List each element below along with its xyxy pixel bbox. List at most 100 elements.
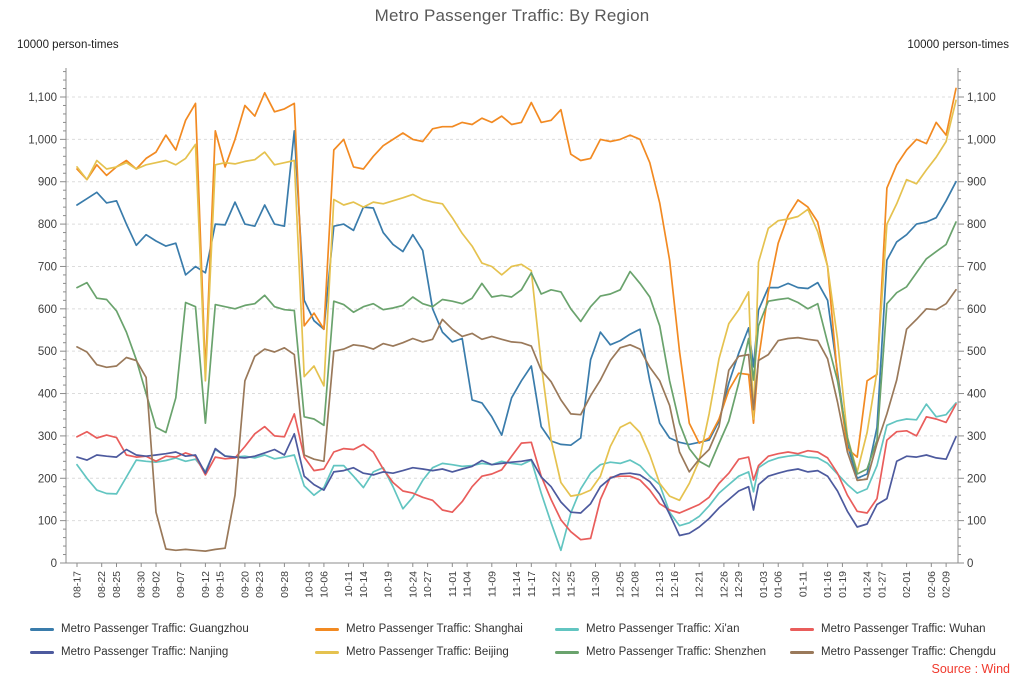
x-tick-label: 10-03 <box>304 571 316 598</box>
legend-label-wuhan: Metro Passenger Traffic: Wuhan <box>821 623 986 635</box>
y-tick-label-right: 300 <box>967 431 986 443</box>
series-line-beijing <box>76 99 957 502</box>
y-tick-label-left: 1,000 <box>28 134 57 146</box>
y-tick-label-right: 700 <box>967 261 986 273</box>
x-tick-label: 08-30 <box>136 571 148 598</box>
x-tick-label: 09-20 <box>239 571 251 598</box>
legend-label-guangzhou: Metro Passenger Traffic: Guangzhou <box>61 623 249 635</box>
legend-label-xian: Metro Passenger Traffic: Xi'an <box>586 623 740 635</box>
series-line-xian <box>76 402 957 552</box>
y-tick-label-left: 300 <box>38 431 57 443</box>
legend-label-chengdu: Metro Passenger Traffic: Chengdu <box>821 646 996 658</box>
y-tick-label-right: 200 <box>967 473 986 485</box>
y-tick-label-left: 500 <box>38 346 57 358</box>
y-tick-label-left: 900 <box>38 177 57 189</box>
x-tick-label: 10-11 <box>343 571 355 597</box>
x-tick-label: 09-28 <box>279 571 291 598</box>
x-tick-label: 01-11 <box>797 571 809 597</box>
legend-swatch-chengdu <box>790 650 814 654</box>
y-axis-unit-left: 10000 person-times <box>17 39 119 51</box>
legend-item-chengdu: Metro Passenger Traffic: Chengdu <box>790 645 996 659</box>
x-tick-label: 02-09 <box>941 571 953 598</box>
y-axis-unit-right: 10000 person-times <box>907 39 1009 51</box>
x-tick-label: 09-12 <box>200 571 212 598</box>
y-tick-label-left: 1,100 <box>28 92 57 104</box>
y-tick-label-right: 0 <box>967 558 973 570</box>
x-tick-label: 11-30 <box>590 571 602 597</box>
legend-swatch-shanghai <box>315 627 339 631</box>
series-line-nanjing <box>76 432 957 537</box>
x-tick-label: 11-25 <box>565 571 577 597</box>
x-tick-label: 01-16 <box>822 571 834 598</box>
x-tick-label: 09-23 <box>254 571 266 598</box>
x-tick-label: 12-29 <box>733 571 745 598</box>
y-tick-label-left: 200 <box>38 473 57 485</box>
chart-title: Metro Passenger Traffic: By Region <box>374 6 650 25</box>
x-tick-label: 11-09 <box>486 571 498 597</box>
x-tick-label: 09-07 <box>175 571 187 598</box>
x-tick-label: 11-17 <box>526 571 538 597</box>
x-tick-label: 10-06 <box>318 571 330 598</box>
y-tick-label-left: 800 <box>38 219 57 231</box>
legend-swatch-nanjing <box>30 650 54 654</box>
source-label: Source : Wind <box>931 662 1010 676</box>
series-line-shenzhen <box>76 221 957 475</box>
x-tick-label: 12-08 <box>630 571 642 598</box>
series-line-guangzhou <box>76 130 957 480</box>
x-tick-label: 01-19 <box>837 571 849 598</box>
x-tick-label: 12-21 <box>694 571 706 598</box>
y-tick-label-right: 100 <box>967 516 986 528</box>
x-tick-label: 09-15 <box>215 571 227 598</box>
legend-item-shenzhen: Metro Passenger Traffic: Shenzhen <box>555 645 766 659</box>
x-tick-label: 01-06 <box>773 571 785 598</box>
legend-swatch-wuhan <box>790 627 814 631</box>
legend-item-guangzhou: Metro Passenger Traffic: Guangzhou <box>30 622 249 636</box>
legend-swatch-xian <box>555 627 579 631</box>
y-tick-label-right: 800 <box>967 219 986 231</box>
x-tick-label: 01-03 <box>758 571 770 598</box>
legend-item-xian: Metro Passenger Traffic: Xi'an <box>555 622 739 636</box>
legend-label-beijing: Metro Passenger Traffic: Beijing <box>346 646 509 658</box>
series-line-wuhan <box>76 403 957 541</box>
legend-label-shenzhen: Metro Passenger Traffic: Shenzhen <box>586 646 767 658</box>
y-tick-label-right: 500 <box>967 346 986 358</box>
x-tick-label: 10-27 <box>422 571 434 598</box>
y-tick-label-left: 100 <box>38 516 57 528</box>
x-tick-label: 01-24 <box>862 571 874 598</box>
x-tick-label: 12-13 <box>654 571 666 598</box>
y-tick-label-left: 700 <box>38 261 57 273</box>
x-tick-label: 11-04 <box>462 571 474 597</box>
x-tick-label: 08-17 <box>72 571 84 598</box>
legend-swatch-shenzhen <box>555 650 579 654</box>
x-tick-label: 09-02 <box>151 571 163 598</box>
series-line-shanghai <box>76 87 957 458</box>
legend-item-wuhan: Metro Passenger Traffic: Wuhan <box>790 622 986 636</box>
x-tick-label: 08-25 <box>111 571 123 598</box>
y-tick-label-right: 400 <box>967 389 986 401</box>
y-tick-label-right: 600 <box>967 304 986 316</box>
x-tick-label: 11-01 <box>447 571 459 597</box>
x-tick-label: 02-01 <box>901 571 913 598</box>
x-tick-label: 10-14 <box>358 571 370 598</box>
x-tick-label: 10-24 <box>407 571 419 598</box>
x-tick-label: 01-27 <box>876 571 888 598</box>
y-tick-label-left: 400 <box>38 389 57 401</box>
x-tick-label: 12-26 <box>718 571 730 598</box>
legend-item-nanjing: Metro Passenger Traffic: Nanjing <box>30 645 228 659</box>
y-tick-label-left: 0 <box>51 558 57 570</box>
legend-label-nanjing: Metro Passenger Traffic: Nanjing <box>61 646 229 658</box>
series-line-chengdu <box>76 288 957 552</box>
x-tick-label: 10-19 <box>383 571 395 598</box>
legend-swatch-guangzhou <box>30 627 54 631</box>
x-tick-label: 02-06 <box>926 571 938 598</box>
x-tick-label: 12-05 <box>615 571 627 598</box>
legend-item-beijing: Metro Passenger Traffic: Beijing <box>315 645 509 659</box>
legend-item-shanghai: Metro Passenger Traffic: Shanghai <box>315 622 523 636</box>
y-tick-label-right: 1,000 <box>967 134 996 146</box>
y-tick-label-right: 900 <box>967 177 986 189</box>
legend-label-shanghai: Metro Passenger Traffic: Shanghai <box>346 623 523 635</box>
y-tick-label-left: 600 <box>38 304 57 316</box>
x-tick-label: 08-22 <box>96 571 108 598</box>
